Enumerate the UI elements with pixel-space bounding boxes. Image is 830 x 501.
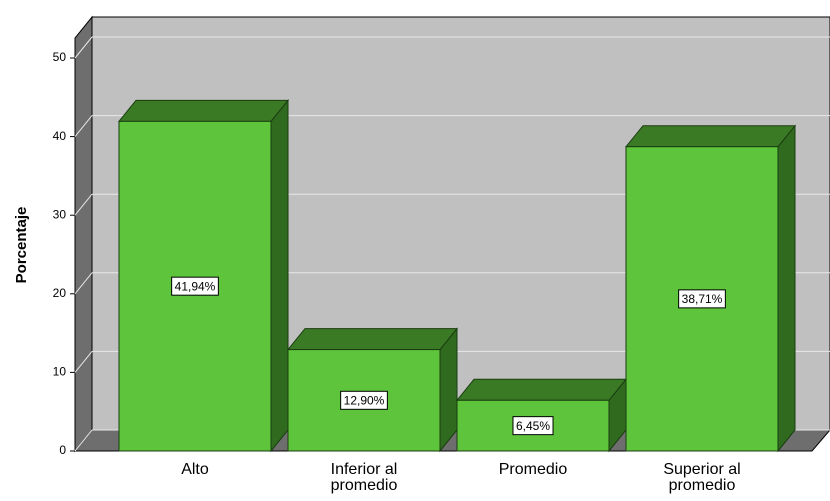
value-label: 12,90% [344,393,385,407]
y-tick-label: 10 [53,365,67,379]
value-label-box [340,390,388,410]
y-tick-label: 50 [53,50,67,64]
y-tick-label: 20 [53,286,67,300]
y-tick-label: 40 [53,129,67,143]
grid-line [74,193,93,216]
x-tick-label: Alto [181,461,209,478]
value-label-box [171,276,219,296]
y-tick-label: 30 [53,207,67,221]
x-tick-label: Inferior al promedio [330,461,398,494]
value-label-box [678,289,726,309]
bar-top [455,378,628,401]
value-label-box [512,416,554,436]
bar-side [270,98,289,453]
value-label: 41,94% [175,279,216,293]
grid-line [74,115,93,137]
grid-line [74,272,93,295]
value-label: 38,71% [682,292,723,306]
grid-line [74,351,93,373]
bar [456,399,610,452]
x-tick-label: Promedio [498,461,568,478]
grid-line [74,429,93,452]
bar-top [117,99,290,122]
grid-line [74,36,93,59]
side-wall [74,15,93,453]
bar-top [624,125,797,148]
y-axis-label: Porcentaje [13,207,30,284]
x-tick-label: Superior al promedio [663,461,741,494]
bar-side [777,124,796,453]
y-tick-label: 0 [59,443,66,457]
value-label: 6,45% [516,419,550,433]
bar-top [286,328,459,351]
